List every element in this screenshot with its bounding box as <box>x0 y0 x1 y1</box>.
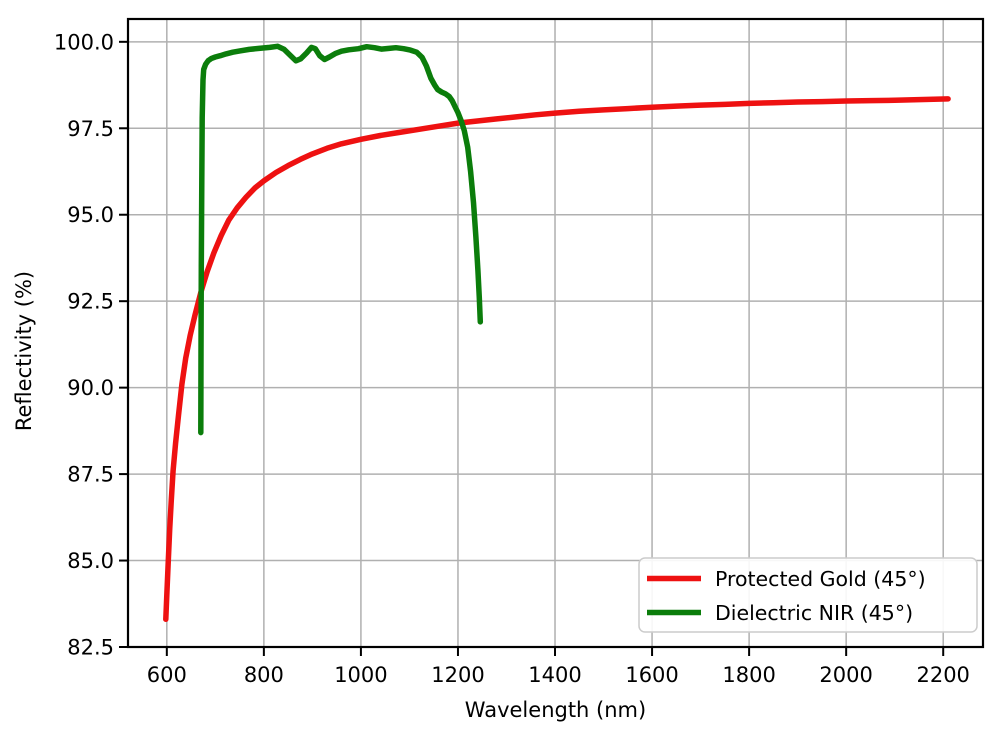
x-tick-label: 1400 <box>528 663 581 687</box>
legend-label-1: Dielectric NIR (45°) <box>715 601 913 625</box>
x-tick-label: 2200 <box>916 663 969 687</box>
y-tick-label: 90.0 <box>67 376 114 400</box>
x-tick-label: 1200 <box>431 663 484 687</box>
x-tick-label: 800 <box>244 663 284 687</box>
y-tick-label: 85.0 <box>67 549 114 573</box>
series-line-1 <box>198 43 484 436</box>
y-tick-label: 82.5 <box>67 636 114 660</box>
series-line-0 <box>163 96 951 623</box>
x-tick-label: 1800 <box>722 663 775 687</box>
x-axis-label: Wavelength (nm) <box>465 698 646 722</box>
legend-box <box>638 557 978 633</box>
y-axis-label: Reflectivity (%) <box>12 271 36 431</box>
x-tick-label: 1600 <box>625 663 678 687</box>
legend-label-0: Protected Gold (45°) <box>715 567 926 591</box>
y-tick-label: 95.0 <box>67 203 114 227</box>
y-tick-label: 87.5 <box>67 463 114 487</box>
y-tick-label: 97.5 <box>67 117 114 141</box>
x-tick-label: 2000 <box>819 663 872 687</box>
x-tick-label: 1000 <box>334 663 387 687</box>
y-tick-label: 92.5 <box>67 290 114 314</box>
x-tick-label: 600 <box>147 663 187 687</box>
y-tick-label: 100.0 <box>54 30 114 54</box>
